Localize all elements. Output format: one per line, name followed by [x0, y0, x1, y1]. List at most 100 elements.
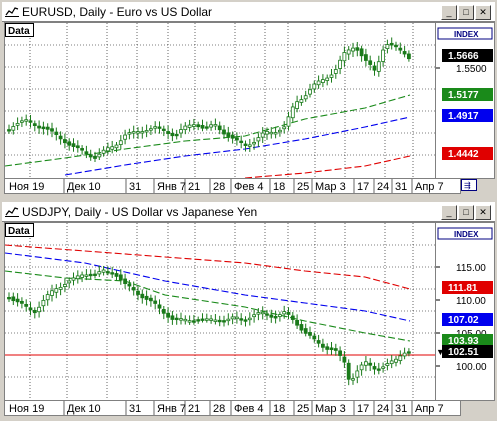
usdjpy-price-axis[interactable]: INDEX115.00110.00105.00100.00111.81107.0…: [435, 222, 495, 401]
candle-body: [338, 59, 343, 69]
minimize-button[interactable]: _: [441, 205, 457, 220]
candle-body: [398, 355, 403, 361]
candle-body: [196, 319, 201, 322]
price-badge: [442, 88, 493, 101]
data-label: Data: [8, 26, 30, 37]
maximize-button[interactable]: □: [458, 5, 474, 20]
svg-text:⇶: ⇶: [464, 181, 471, 190]
eurusd-plot-area[interactable]: Data: [4, 22, 436, 179]
minimize-button[interactable]: _: [441, 5, 457, 20]
time-axis-label: 28: [213, 403, 225, 415]
chart-window-icon: [5, 207, 19, 217]
candle-body: [265, 313, 269, 316]
price-badge-label: 1.4442: [448, 149, 479, 160]
eurusd-price-axis[interactable]: INDEX 1.5500 1.5666 1.5177 1.4917 1.4442: [435, 22, 495, 179]
data-label: Data: [8, 226, 30, 237]
candle-body: [389, 360, 394, 365]
candle-body: [11, 296, 16, 302]
candle-body: [402, 51, 407, 55]
moving-average-line: [4, 270, 411, 342]
maximize-button[interactable]: □: [458, 205, 474, 220]
candle-body: [226, 132, 231, 137]
candle-body: [260, 132, 265, 138]
moving-average-line: [4, 244, 411, 290]
candle-body: [222, 129, 226, 135]
usdjpy-title-bar[interactable]: USDJPY, Daily - US Dollar vs Japanese Ye…: [2, 202, 495, 222]
price-tick-label: 110.00: [456, 296, 486, 307]
index-label: INDEX: [454, 30, 479, 39]
candle-body: [342, 356, 347, 363]
candle-body: [58, 135, 63, 140]
candle-body: [308, 332, 312, 336]
candle-body: [131, 287, 136, 291]
candle-body: [148, 128, 153, 131]
candle-body: [226, 318, 231, 322]
candle-body: [277, 314, 282, 317]
candle-body: [187, 320, 192, 323]
candle-body: [394, 358, 398, 363]
index-label: INDEX: [454, 230, 479, 239]
candle-body: [372, 366, 377, 370]
candle-body: [394, 44, 398, 48]
close-button[interactable]: ✕: [475, 205, 491, 220]
candle-body: [166, 131, 171, 134]
usdjpy-price-chart: Data: [4, 223, 435, 400]
candle-body: [282, 311, 287, 315]
usdjpy-time-axis[interactable]: Ноя 19 Дек 10 31 Янв 7 21 28 Фев 4 18 25 Мар 3 17 2…: [4, 400, 461, 416]
usdjpy-time-scale: Ноя 19 Дек 10 31 Янв 7 21 28 Фев 4 18 25 Мар 3 17 2…: [9, 401, 444, 415]
candle-body: [269, 131, 274, 135]
candle-body: [346, 49, 351, 55]
price-badge-label: 1.5666: [448, 51, 479, 62]
candle-body: [290, 106, 295, 119]
candle-body: [333, 69, 338, 74]
candle-body: [80, 148, 84, 151]
candle-body: [63, 139, 67, 144]
candle-body: [28, 307, 33, 311]
usdjpy-plot-area[interactable]: Data: [4, 222, 436, 401]
candle-body: [295, 101, 300, 109]
eurusd-time-axis[interactable]: Ноя 19 Дек 10 31 Янв 7 21 28 Фев 4 18 25 Мар 3 17 2…: [4, 178, 461, 194]
candle-body: [106, 271, 110, 274]
candle-body: [247, 317, 252, 321]
candle-body: [351, 378, 355, 381]
candle-body: [368, 362, 373, 366]
candle-body: [37, 125, 41, 129]
candle-body: [174, 133, 179, 137]
candle-body: [140, 293, 145, 299]
eurusd-window-title: EURUSD, Daily - Euro vs US Dollar: [22, 5, 213, 19]
time-axis-label: 18: [273, 403, 285, 415]
moving-average-line: [244, 155, 411, 179]
candle-body: [67, 280, 72, 284]
candle-body: [157, 126, 162, 129]
candle-body: [54, 288, 59, 293]
candle-body: [265, 131, 269, 135]
candle-body: [7, 296, 11, 300]
candle-body: [110, 146, 115, 150]
candle-body: [239, 318, 244, 321]
chart-scroll-icon[interactable]: ⇶: [461, 179, 477, 191]
time-axis-label: 25: [297, 181, 309, 193]
candle-body: [179, 318, 183, 321]
candle-body: [196, 124, 201, 128]
price-badge-label: 1.4917: [448, 111, 479, 122]
time-axis-label: Ноя 19: [9, 403, 44, 415]
candle-body: [286, 312, 291, 315]
candle-body: [316, 340, 321, 344]
candle-body: [28, 120, 33, 123]
eurusd-title-bar[interactable]: EURUSD, Daily - Euro vs US Dollar _ □ ✕: [2, 2, 495, 22]
eurusd-chart-window: EURUSD, Daily - Euro vs US Dollar _ □ ✕ …: [0, 0, 497, 200]
price-tick-label: 115.00: [456, 263, 486, 274]
usdjpy-chart-window: USDJPY, Daily - US Dollar vs Japanese Ye…: [0, 200, 497, 421]
candle-body: [136, 290, 140, 295]
time-axis-label: 31: [129, 403, 141, 415]
time-axis-label: 28: [213, 181, 225, 193]
candle-body: [222, 320, 226, 323]
candle-body: [333, 348, 338, 351]
moving-average-line: [4, 94, 411, 167]
close-button[interactable]: ✕: [475, 5, 491, 20]
candle-body: [376, 368, 381, 371]
candle-body: [50, 290, 54, 296]
price-badge: [442, 147, 493, 160]
price-tick-label: 1.5500: [456, 64, 487, 75]
candle-body: [127, 283, 132, 287]
